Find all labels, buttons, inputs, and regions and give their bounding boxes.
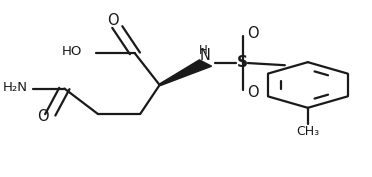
Text: H: H — [199, 44, 208, 57]
Text: CH₃: CH₃ — [296, 125, 319, 138]
Text: S: S — [237, 55, 248, 70]
Text: O: O — [247, 26, 259, 41]
Text: O: O — [247, 85, 259, 100]
Text: O: O — [107, 13, 119, 27]
Text: O: O — [37, 109, 49, 124]
Text: HO: HO — [62, 45, 82, 58]
Text: H₂N: H₂N — [2, 81, 27, 94]
Text: N: N — [200, 48, 211, 63]
Polygon shape — [158, 60, 212, 85]
